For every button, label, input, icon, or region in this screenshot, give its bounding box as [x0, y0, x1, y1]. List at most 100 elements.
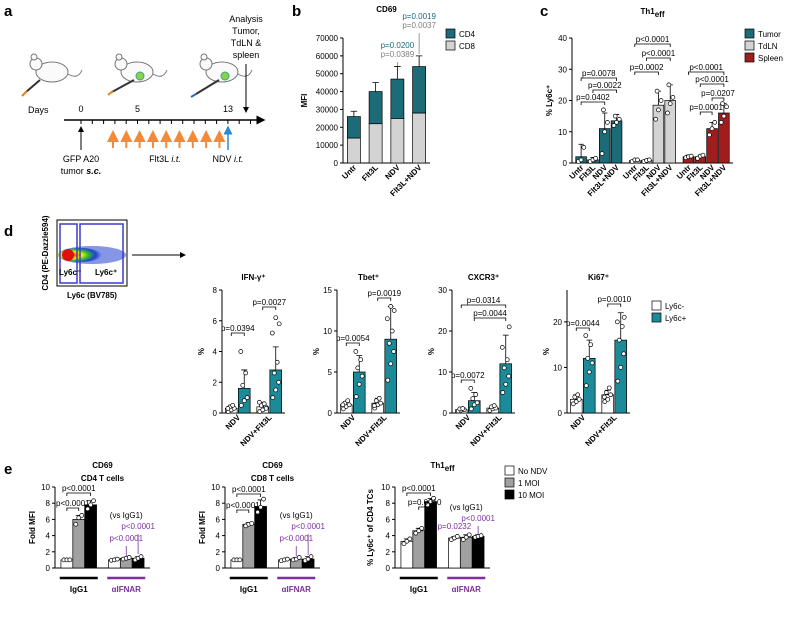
y-tick-label: 10: [438, 368, 447, 377]
data-point: [138, 554, 144, 560]
bar: [424, 501, 437, 569]
data-point: [618, 365, 624, 370]
bracket: [460, 304, 507, 308]
p-value: p=0.0207: [701, 89, 735, 98]
agent: Flt3L: [149, 154, 169, 164]
data-point: [474, 400, 480, 406]
y-tick-label: 0: [443, 409, 448, 418]
bar: [347, 137, 361, 164]
mouse: [190, 53, 253, 98]
x-tick-label: NDV+Flt3L: [354, 413, 389, 448]
y-tick-label: 20000: [316, 123, 339, 132]
p-value: p<0.0001: [642, 49, 676, 58]
agent: NDV: [212, 154, 231, 164]
panel-label: a: [4, 3, 13, 20]
data-point: [346, 402, 352, 408]
data-point: [616, 116, 622, 122]
data-point: [576, 396, 582, 402]
data-point: [244, 395, 250, 400]
chart-title: Th1eff: [640, 7, 664, 19]
data-point: [614, 319, 620, 325]
y-tick-label: 10: [211, 483, 220, 492]
data-point: [271, 370, 277, 376]
error-bar: [415, 55, 423, 67]
data-point: [270, 395, 276, 400]
legend-swatch: [504, 465, 515, 476]
data-point: [646, 157, 652, 163]
y-axis-label: MFI: [300, 94, 309, 108]
panel-label: c: [540, 3, 548, 20]
data-point: [428, 499, 433, 504]
gate-label: Ly6c⁻: [59, 268, 81, 277]
y-tick-label: 10: [381, 483, 390, 492]
bar: [471, 536, 485, 569]
bracket: [236, 493, 262, 497]
data-point: [614, 120, 619, 125]
y-axis-label: Fold MFI: [28, 511, 37, 544]
tumor-word: tumor: [61, 166, 84, 176]
legend-label: Spleen: [758, 54, 783, 63]
data-point: [376, 395, 382, 401]
data-point: [255, 509, 261, 515]
x-tick-label: Flt3L: [360, 163, 380, 183]
data-point: [355, 365, 361, 371]
data-point: [470, 396, 476, 401]
y-tick-label: 2: [386, 548, 391, 557]
gate-label: Ly6c⁺: [95, 268, 117, 277]
data-point: [345, 398, 351, 404]
bracket: [473, 317, 507, 321]
data-point: [358, 357, 364, 363]
data-point: [79, 512, 85, 518]
data-point: [478, 533, 484, 538]
bracket: [575, 327, 590, 331]
data-point: [237, 557, 243, 563]
p-value: p=0.0389: [381, 50, 415, 59]
y-tick-label: 10: [558, 128, 567, 137]
bar: [412, 112, 427, 164]
data-point: [612, 113, 618, 119]
y-axis-label: %: [542, 348, 551, 355]
y-tick-label: 8: [213, 286, 218, 295]
data-point: [73, 521, 79, 527]
x-tick-label: αIFNAR: [112, 585, 142, 594]
bracket: [580, 101, 606, 105]
data-point: [391, 308, 397, 313]
p-value: p=0.0037: [402, 21, 436, 30]
data-point: [263, 406, 269, 411]
bracket: [236, 509, 250, 513]
bracket: [230, 332, 245, 336]
data-point: [666, 82, 672, 88]
y-tick-label: 8: [386, 499, 391, 508]
legend-label: CD4: [459, 30, 476, 39]
data-point: [709, 126, 715, 131]
legend-swatch: [445, 40, 456, 51]
bar: [652, 104, 665, 164]
data-point: [378, 400, 384, 406]
y-tick-label: 0: [386, 564, 391, 573]
legend-swatch: [504, 477, 515, 488]
mouse: [21, 53, 83, 97]
bracket: [699, 83, 725, 87]
data-point: [273, 387, 279, 393]
p-value: p<0.0001: [121, 522, 155, 531]
y-tick-label: 0: [213, 409, 218, 418]
data-point: [619, 324, 625, 329]
data-point: [391, 349, 397, 354]
data-point: [384, 316, 390, 322]
flt3l-text: Flt3L i.t.: [149, 154, 181, 164]
data-point: [460, 537, 466, 543]
data-point: [575, 392, 581, 398]
y-tick-label: 6: [213, 317, 218, 326]
y-tick-label: 0: [328, 409, 333, 418]
y-axis-label: %: [312, 348, 321, 355]
y-tick-label: 2: [213, 378, 218, 387]
legend-label: CD8: [459, 42, 476, 51]
bracket: [699, 111, 713, 115]
y-tick-label: 40: [558, 34, 567, 43]
y-tick-label: 10: [553, 363, 562, 372]
data-point: [583, 333, 589, 338]
analysis-text: TdLN &: [231, 38, 262, 48]
data-point: [276, 321, 282, 327]
y-tick-label: 50000: [316, 70, 339, 79]
data-point: [373, 398, 379, 404]
